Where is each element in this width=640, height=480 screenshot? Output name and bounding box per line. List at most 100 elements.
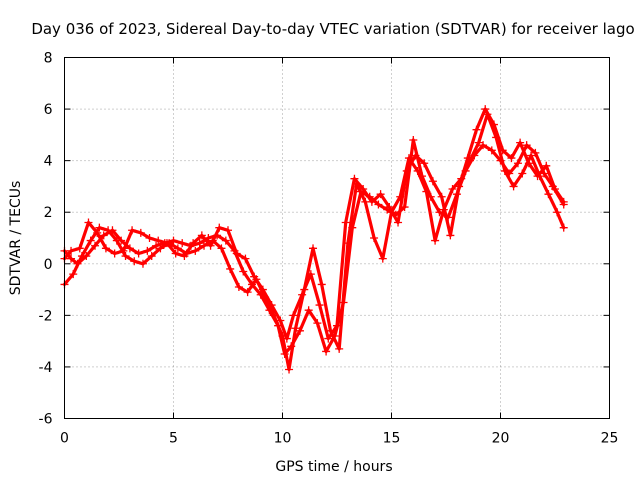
data-point (455, 182, 464, 191)
x-tick-label: 25 (601, 431, 619, 447)
data-point (86, 236, 95, 245)
y-tick-label: 4 (44, 154, 53, 170)
data-point (309, 244, 318, 253)
data-point (239, 267, 248, 276)
data-point (481, 105, 490, 114)
data-point (402, 166, 411, 175)
data-point (411, 151, 420, 160)
data-point (282, 334, 291, 343)
data-point (333, 321, 341, 330)
data-point (463, 154, 472, 163)
plot-frame (64, 57, 610, 419)
x-tick-label: 15 (383, 431, 401, 447)
data-point (162, 239, 171, 248)
data-point (101, 244, 110, 253)
data-point (553, 208, 562, 217)
data-point (276, 316, 285, 325)
data-point (119, 246, 128, 255)
data-point (385, 203, 394, 212)
data-point (474, 138, 483, 147)
data-point (431, 236, 440, 245)
data-point (197, 231, 206, 240)
y-tick-label: -4 (39, 360, 53, 376)
data-point (335, 344, 344, 353)
data-point (317, 280, 326, 289)
data-point (91, 241, 100, 250)
data-point (138, 259, 147, 268)
y-tick-label: 0 (44, 257, 53, 273)
data-point (489, 120, 498, 129)
data-point (169, 236, 178, 245)
data-point (448, 185, 457, 194)
data-point (350, 174, 359, 183)
data-point (145, 234, 154, 242)
data-point (180, 252, 189, 261)
data-point (370, 234, 379, 242)
data-point (531, 148, 540, 157)
data-point (500, 166, 509, 175)
data-point (125, 244, 134, 253)
data-point (376, 190, 385, 199)
data-point (479, 141, 488, 150)
data-point (533, 172, 542, 181)
data-point (99, 231, 108, 240)
data-point (522, 141, 531, 150)
data-point (378, 254, 387, 263)
data-point (420, 159, 429, 168)
y-tick-label: 8 (44, 51, 53, 67)
data-point (341, 218, 350, 227)
data-point (367, 197, 376, 206)
data-point (191, 246, 200, 255)
data-point (93, 228, 102, 237)
series-sat-track-3 (60, 105, 568, 343)
data-point (221, 236, 230, 245)
data-point (544, 190, 553, 199)
data-point (324, 334, 333, 343)
data-point (527, 151, 536, 160)
data-point (77, 252, 86, 261)
data-point (95, 223, 104, 232)
data-point (509, 182, 518, 191)
data-point (306, 270, 315, 279)
data-point (206, 241, 215, 250)
data-point (152, 241, 161, 250)
data-point (128, 226, 137, 235)
data-point (104, 226, 113, 235)
data-point (295, 326, 304, 335)
chart-title: Day 036 of 2023, Sidereal Day-to-day VTE… (31, 20, 634, 38)
data-point (267, 301, 276, 310)
data-point (559, 197, 568, 206)
data-point (507, 154, 516, 163)
data-point (428, 177, 437, 186)
data-point (487, 146, 496, 155)
data-point (189, 239, 198, 248)
data-point (136, 228, 145, 237)
data-point (171, 249, 180, 258)
data-point (224, 226, 232, 235)
x-tick-label: 5 (169, 431, 178, 447)
data-point (518, 169, 527, 178)
y-tick-label: 6 (44, 102, 53, 118)
data-point (226, 264, 235, 273)
data-point (241, 254, 250, 263)
axis-layer: 0 5 10 15 20 25 -6 -4 -2 0 2 4 6 8 (39, 51, 619, 447)
data-point (84, 218, 93, 227)
data-point (67, 246, 76, 255)
data-point (289, 311, 298, 320)
data-point (304, 306, 313, 315)
data-point (69, 270, 78, 279)
data-point (291, 324, 300, 333)
data-point (359, 185, 368, 194)
y-tick-label: 2 (44, 205, 53, 221)
y-tick-label: -6 (39, 412, 53, 428)
data-point (156, 244, 165, 253)
data-point (173, 244, 182, 253)
data-point (112, 236, 121, 245)
x-tick-label: 10 (274, 431, 292, 447)
y-axis-label: SDTVAR / TECUs (8, 181, 24, 296)
data-point (258, 285, 267, 294)
data-point (551, 185, 559, 194)
data-point (409, 136, 418, 145)
data-point (130, 257, 139, 266)
